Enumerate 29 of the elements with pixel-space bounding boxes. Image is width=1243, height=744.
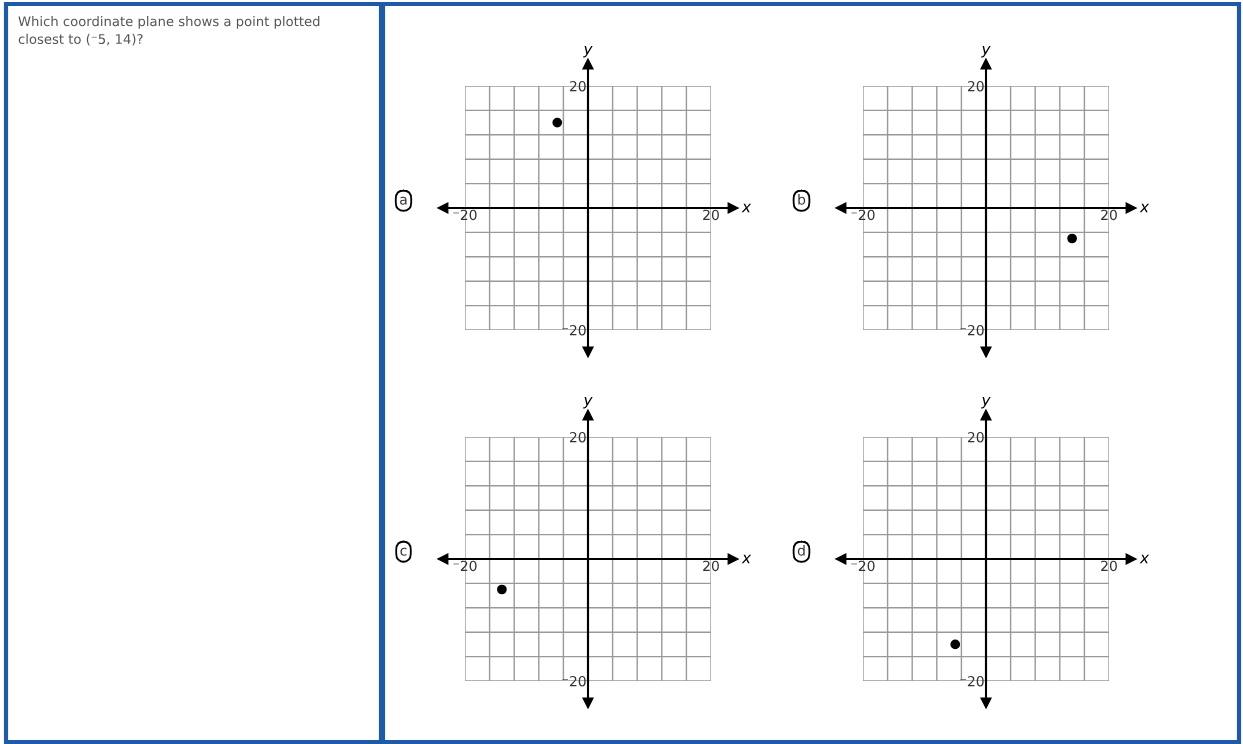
y-tick-label: ⁻20 [562, 675, 586, 687]
y-tick-label: ⁻20 [562, 324, 586, 336]
text: c [400, 547, 407, 556]
text: d [797, 544, 805, 556]
text: b [798, 193, 806, 205]
x-axis-title: x [741, 554, 752, 564]
x-tick-label: 20 [703, 209, 719, 221]
x-axis-title: x [1139, 203, 1150, 213]
y-tick-label: 20 [967, 431, 984, 443]
x-tick-label: 20 [1101, 560, 1117, 572]
text: a [400, 196, 407, 205]
y-tick-label: 20 [967, 80, 984, 92]
y-axis-title: y [981, 396, 991, 409]
x-tick-label: 20 [703, 560, 719, 572]
x-tick-label: 20 [1101, 209, 1117, 221]
y-tick-label: 20 [569, 431, 586, 443]
x-axis-title: x [741, 203, 752, 213]
y-axis-title: y [981, 45, 991, 58]
x-axis-title: x [1139, 554, 1150, 564]
x-tick-label: ⁻20 [851, 560, 875, 572]
y-axis-title: y [583, 396, 593, 409]
y-tick-label: ⁻20 [960, 675, 984, 687]
y-axis-title: y [583, 45, 593, 58]
x-tick-label: ⁻20 [453, 560, 477, 572]
x-tick-label: ⁻20 [453, 209, 477, 221]
x-tick-label: ⁻20 [851, 209, 875, 221]
text: Which coordinate plane shows a point plotted closest to (⁻5, 14)? [18, 16, 320, 46]
y-tick-label: 20 [569, 80, 586, 92]
y-tick-label: ⁻20 [960, 324, 984, 336]
